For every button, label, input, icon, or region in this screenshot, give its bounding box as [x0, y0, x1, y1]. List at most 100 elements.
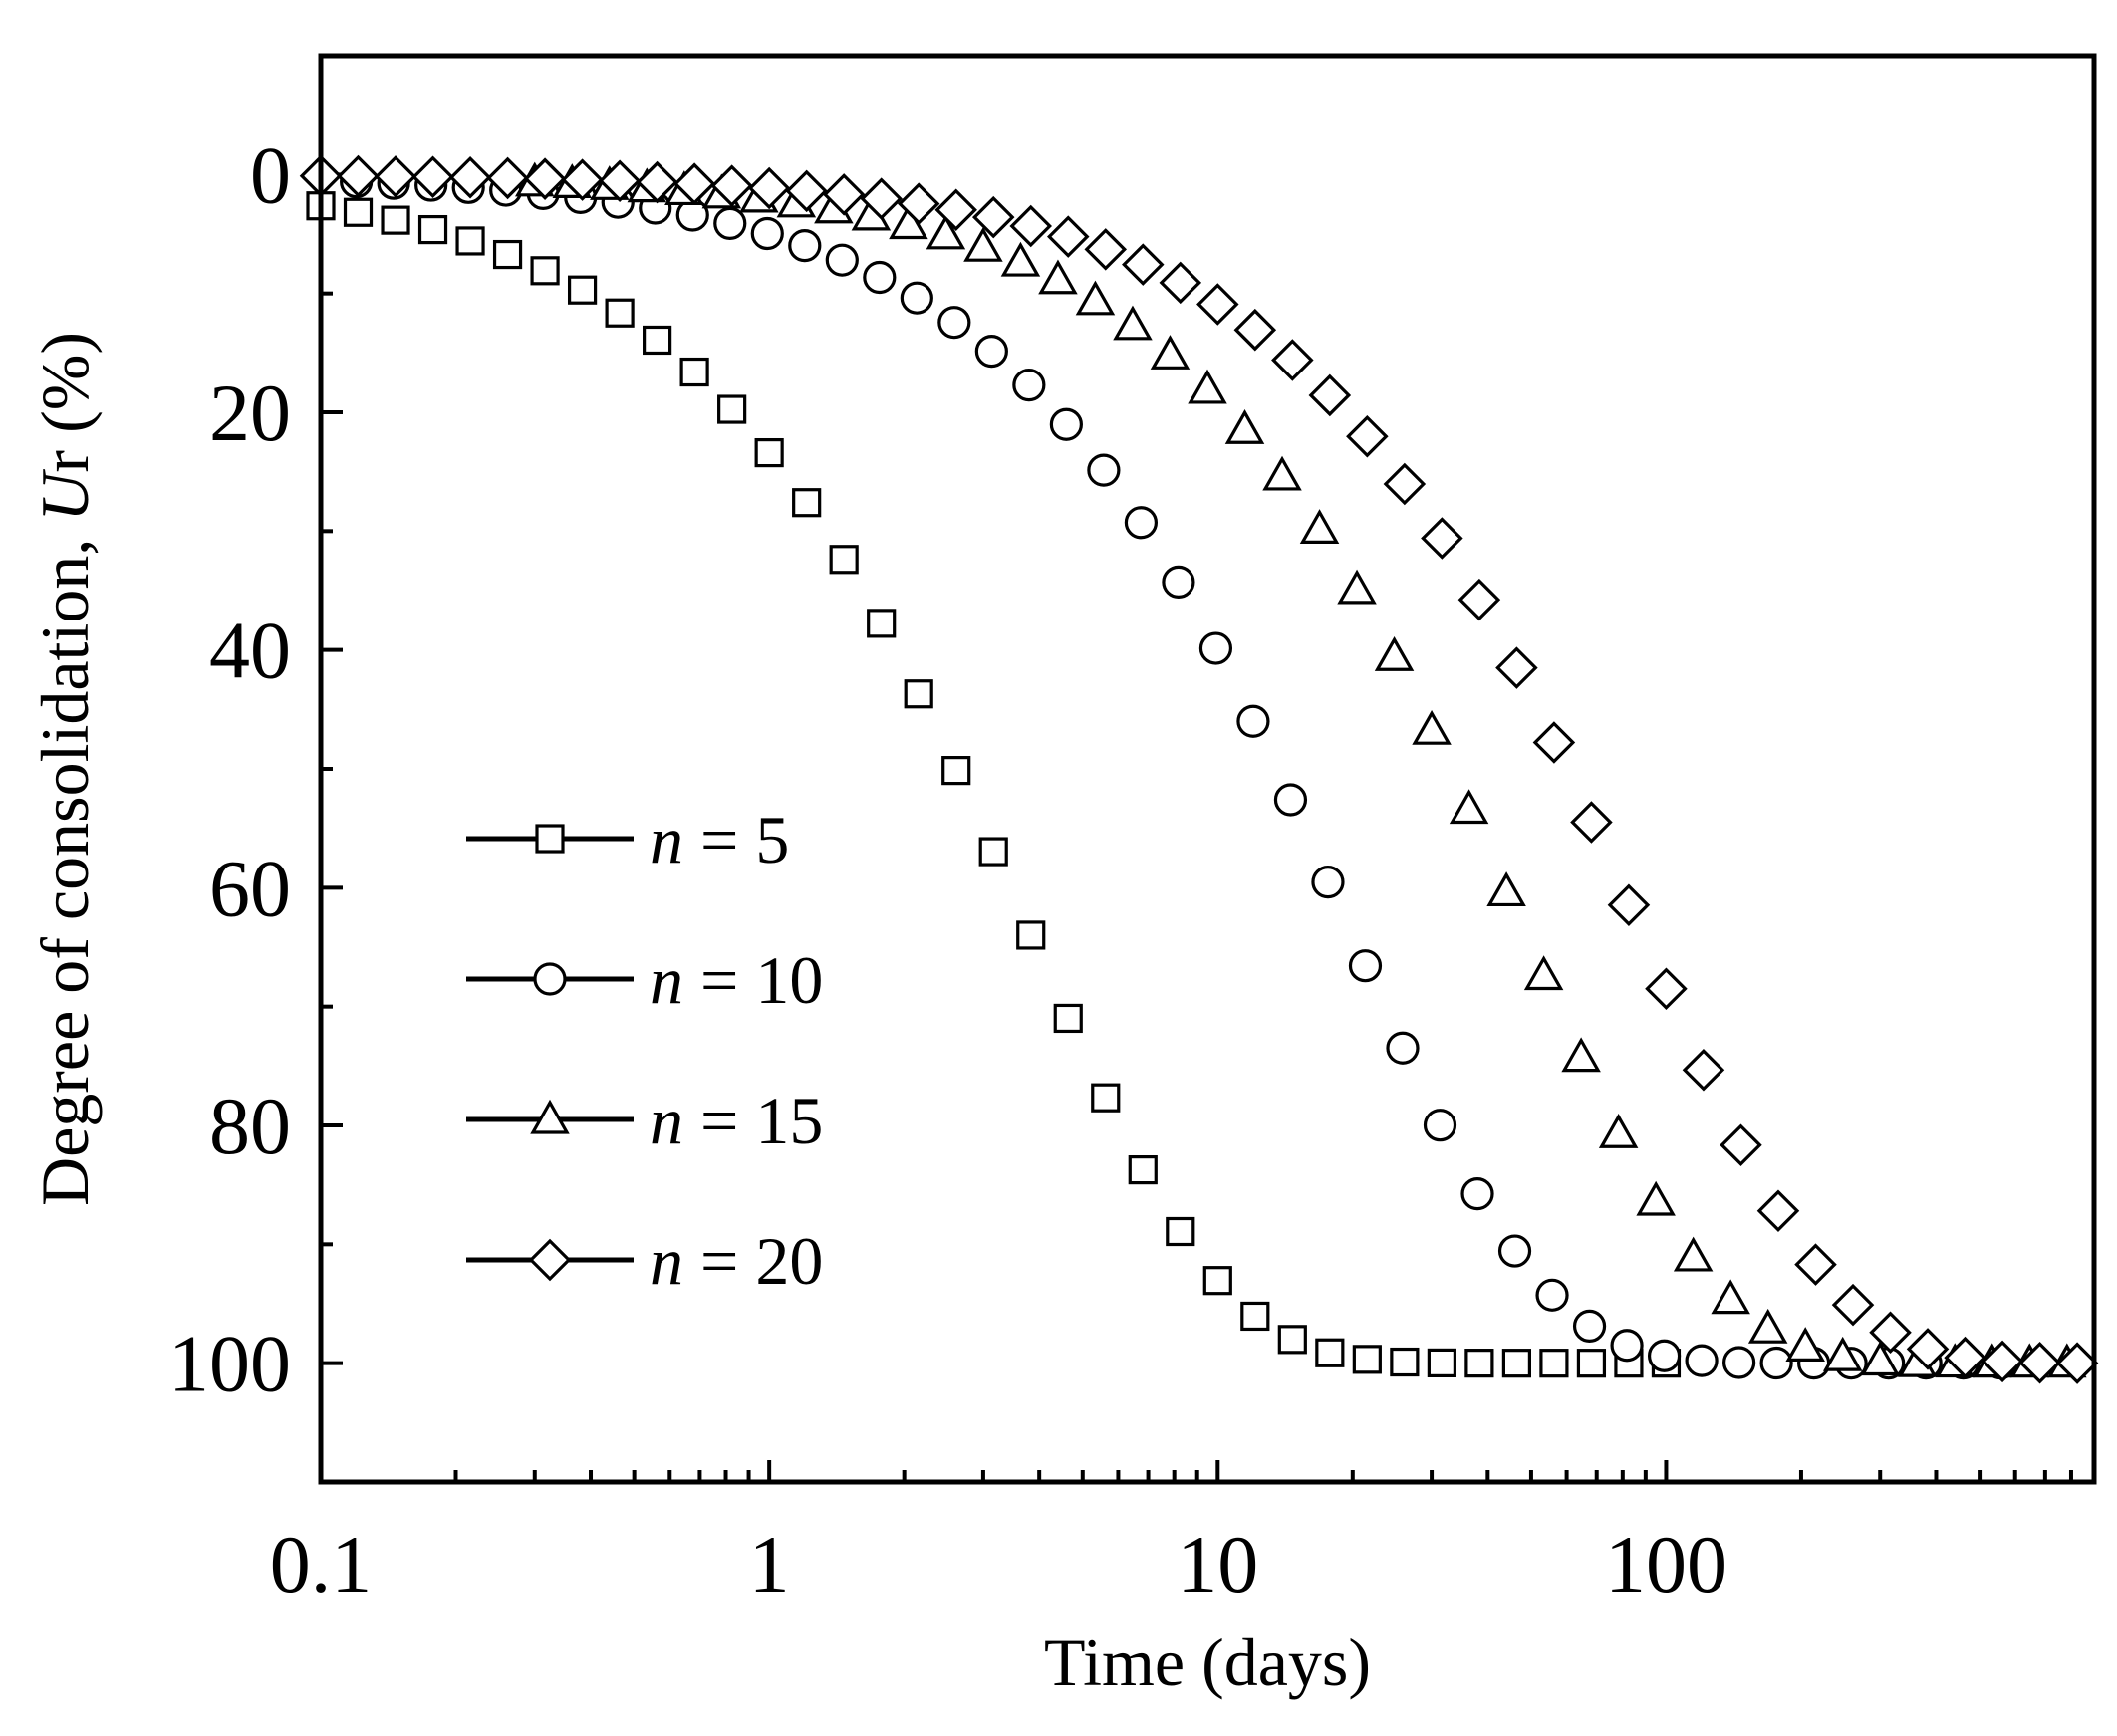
legend-label-var: n — [650, 802, 683, 877]
data-point — [636, 160, 678, 204]
legend-marker — [530, 1099, 570, 1134]
data-point — [974, 335, 1008, 369]
data-point — [1308, 373, 1352, 417]
data-point — [1198, 631, 1233, 665]
data-point — [717, 394, 747, 424]
legend-marker — [535, 824, 565, 854]
data-point — [825, 243, 859, 277]
legend-item: n = 20 — [466, 1223, 823, 1299]
legend-item: n = 10 — [466, 942, 823, 1018]
data-point — [867, 609, 897, 638]
data-point — [1539, 1349, 1569, 1378]
data-point — [1348, 949, 1383, 983]
data-point — [1038, 259, 1078, 295]
data-point — [1233, 308, 1277, 352]
data-point — [1495, 646, 1538, 689]
data-point — [381, 205, 410, 235]
y-axis-title: Degree of consolidation, Ur (%) — [27, 332, 103, 1206]
data-point — [417, 214, 448, 245]
data-point — [1049, 407, 1083, 441]
data-point — [1532, 721, 1576, 764]
data-point — [530, 256, 560, 286]
data-point — [1128, 1154, 1158, 1185]
data-point — [829, 545, 859, 575]
y-axis-title-prefix: Degree of consolidation, — [27, 522, 103, 1206]
data-point — [897, 182, 940, 225]
legend-label-value: = 15 — [683, 1083, 823, 1158]
data-point — [598, 159, 642, 202]
data-point — [1262, 455, 1302, 491]
data-point — [1449, 789, 1489, 825]
data-point — [1860, 1341, 1900, 1376]
x-tick-label: 10 — [1177, 1519, 1258, 1610]
data-point — [1311, 866, 1345, 899]
data-point — [1075, 280, 1116, 316]
data-point — [900, 281, 933, 315]
data-point — [561, 158, 604, 201]
data-point — [1315, 1338, 1345, 1367]
data-point — [343, 197, 374, 227]
data-point — [1944, 1336, 1986, 1379]
data-point — [1337, 569, 1377, 605]
data-point — [492, 239, 523, 270]
data-point — [1523, 955, 1564, 991]
data-point — [747, 166, 791, 210]
data-point — [1346, 415, 1389, 458]
data-point — [337, 154, 380, 198]
data-point — [863, 260, 897, 295]
data-point — [1087, 453, 1121, 487]
data-point — [1570, 801, 1613, 844]
x-tick-label: 0.1 — [270, 1519, 373, 1610]
data-point — [1000, 241, 1041, 277]
data-point — [713, 206, 747, 240]
data-point — [1113, 305, 1153, 341]
data-point — [1720, 1123, 1762, 1166]
data-point — [1598, 1114, 1639, 1148]
data-point — [1906, 1328, 1950, 1370]
legend-label: n = 10 — [650, 942, 823, 1018]
data-point — [1460, 1177, 1494, 1211]
data-point — [1535, 1278, 1569, 1312]
data-point — [1610, 1329, 1644, 1363]
data-point — [679, 357, 709, 387]
data-point — [1645, 967, 1688, 1011]
data-point — [1412, 709, 1452, 745]
data-point — [1423, 1109, 1457, 1142]
legend-item: n = 15 — [466, 1083, 823, 1158]
legend-label-var: n — [650, 1223, 683, 1299]
data-point — [1150, 335, 1191, 370]
legend-marker — [533, 962, 567, 996]
data-point — [672, 162, 716, 205]
data-point — [1202, 1266, 1232, 1296]
plot-frame — [318, 53, 2097, 1485]
data-point — [1277, 1325, 1307, 1355]
y-tick-label: 80 — [209, 1081, 291, 1171]
data-point — [1501, 1349, 1531, 1378]
data-point — [1009, 204, 1052, 248]
x-axis-title: Time (days) — [1044, 1624, 1371, 1700]
data-point — [1046, 215, 1090, 258]
data-point — [1831, 1283, 1875, 1327]
data-point — [1607, 883, 1651, 927]
data-point — [978, 837, 1008, 867]
data-point — [1386, 1031, 1420, 1065]
data-point — [1421, 517, 1463, 560]
data-point — [750, 216, 784, 251]
data-point — [971, 195, 1015, 239]
legend-label-var: n — [650, 942, 683, 1018]
data-point — [1240, 1301, 1270, 1332]
data-point — [1053, 1003, 1083, 1034]
data-point — [411, 155, 454, 199]
data-point — [1464, 1349, 1494, 1378]
data-point — [455, 226, 485, 256]
legend-item: n = 5 — [466, 802, 789, 877]
data-point — [934, 188, 977, 232]
legend-label-value: = 5 — [683, 802, 789, 877]
data-point — [1756, 1189, 1800, 1232]
data-point — [1427, 1348, 1456, 1378]
data-point — [792, 488, 822, 518]
y-axis-title-subscript: r — [27, 450, 103, 473]
data-point — [1122, 243, 1165, 286]
data-point — [754, 437, 784, 468]
series-diamond — [299, 154, 2099, 1384]
